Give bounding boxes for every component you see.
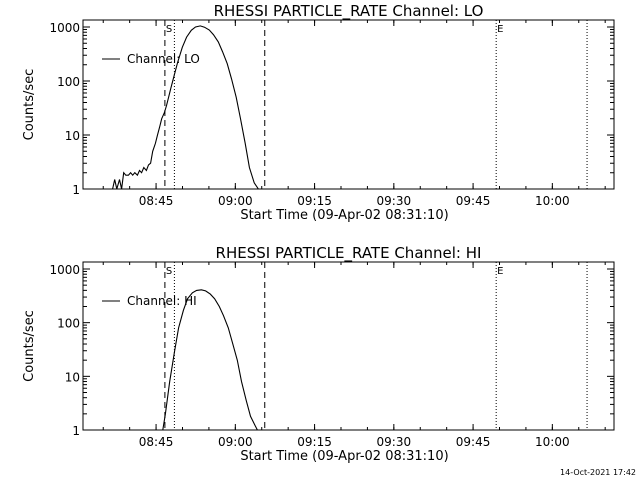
time-marker-label: S [166, 24, 172, 35]
x-axis-label: Start Time (09-Apr-02 08:31:10) [240, 208, 448, 223]
x-tick-label: 09:15 [297, 435, 332, 449]
x-axis-label: Start Time (09-Apr-02 08:31:10) [240, 449, 448, 464]
x-tick-label: 10:00 [535, 435, 570, 449]
y-axis-label: Counts/sec [22, 69, 37, 141]
y-axis-label: Counts/sec [22, 310, 37, 382]
y-tick-label: 1 [72, 424, 80, 438]
x-tick-label: 09:15 [297, 194, 332, 208]
x-tick-label: 08:45 [139, 435, 174, 449]
chart-title: RHESSI PARTICLE_RATE Channel: HI [216, 244, 482, 263]
x-tick-label: 09:00 [218, 194, 253, 208]
y-tick-label: 1000 [49, 21, 80, 35]
y-tick-label: 100 [57, 317, 80, 331]
x-tick-label: 09:45 [456, 435, 491, 449]
x-tick-label: 09:30 [377, 194, 412, 208]
y-tick-label: 10 [65, 370, 80, 384]
x-tick-label: 09:30 [377, 435, 412, 449]
plot-frame [82, 19, 615, 190]
time-marker-label: E [497, 24, 503, 35]
timestamp-label: 14-Oct-2021 17:42 [560, 468, 636, 477]
x-tick-label: 09:00 [218, 435, 253, 449]
panel-hi: RHESSI PARTICLE_RATE Channel: HI 08:45 09:… [22, 244, 615, 464]
legend-entry: Channel: LO [127, 52, 200, 66]
series-line [162, 289, 258, 430]
y-tick-label: 1 [72, 183, 80, 197]
chart-title: RHESSI PARTICLE_RATE Channel: LO [214, 2, 484, 21]
legend-entry: Channel: HI [127, 294, 197, 308]
time-marker-label: S [166, 266, 172, 277]
x-tick-label: 09:45 [456, 194, 491, 208]
x-tick-label: 10:00 [535, 194, 570, 208]
y-tick-label: 10 [65, 129, 80, 143]
y-tick-label: 100 [57, 75, 80, 89]
time-marker-label: E [497, 266, 503, 277]
series-line [112, 25, 259, 189]
plot-frame [82, 261, 615, 431]
panel-lo: RHESSI PARTICLE_RATE Channel: LO 08:45 09:… [22, 2, 615, 223]
x-tick-label: 08:45 [139, 194, 174, 208]
y-tick-label: 1000 [49, 263, 80, 277]
